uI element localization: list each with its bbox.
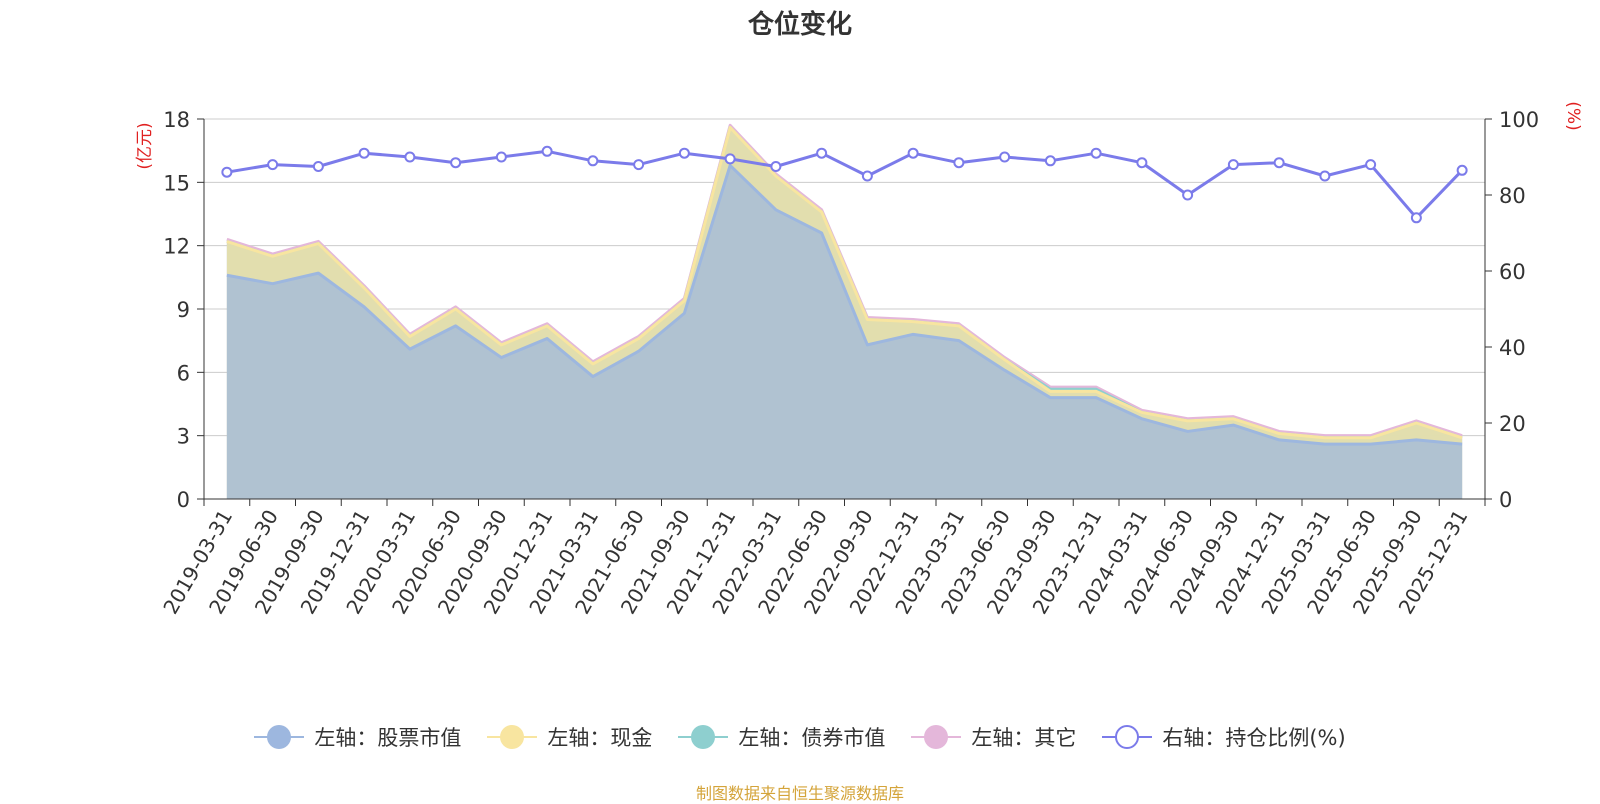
left-tick-label: 6	[177, 361, 190, 385]
ratio-point	[953, 157, 965, 169]
legend-circle-icon	[254, 725, 305, 749]
ratio-point	[312, 161, 324, 172]
ratio-point	[358, 147, 370, 159]
ratio-point	[1182, 189, 1194, 201]
chart-title: 仓位变化	[747, 10, 852, 40]
legend-ring-icon	[1102, 725, 1153, 749]
ratio-point	[816, 147, 828, 159]
ratio-point	[541, 145, 553, 157]
area-fill	[226, 165, 1463, 499]
ratio-line	[226, 149, 1464, 220]
right-axis-unit: (%)	[1563, 101, 1583, 130]
ratio-point	[678, 147, 690, 159]
left-tick-label: 3	[177, 425, 190, 449]
area-line	[226, 125, 1463, 440]
legend-item-ratio[interactable]: 右轴：持仓比例(%)	[1102, 722, 1346, 752]
legend-circle-icon	[487, 725, 538, 749]
right-tick-label: 100	[1499, 108, 1539, 132]
left-tick-label: 18	[163, 108, 190, 132]
legend-label: 左轴：股票市值	[314, 726, 462, 750]
ratio-point	[1456, 164, 1468, 176]
ratio-point	[1044, 155, 1056, 167]
right-tick-label: 20	[1499, 412, 1526, 436]
right-tick-label: 60	[1499, 260, 1526, 284]
legend-label: 左轴：债券市值	[738, 726, 886, 750]
legend-circle-icon	[911, 725, 962, 749]
ratio-point	[861, 170, 873, 182]
ratio-point	[907, 147, 919, 159]
ratio-point	[633, 159, 645, 171]
ratio-point	[450, 157, 462, 169]
ratio-point	[1090, 147, 1102, 159]
ratio-point	[404, 151, 416, 163]
right-tick-label: 40	[1499, 336, 1526, 360]
left-tick-label: 9	[177, 298, 190, 322]
left-tick-label: 0	[177, 488, 190, 512]
legend-label: 左轴：其它	[971, 726, 1077, 750]
right-tick-label: 0	[1499, 488, 1512, 512]
ratio-point	[1136, 157, 1148, 169]
legend-circle-icon	[678, 725, 729, 749]
left-tick-label: 12	[163, 235, 190, 259]
area-line	[226, 163, 1463, 446]
legend-item-cash[interactable]: 左轴：现金	[487, 722, 652, 752]
stacked-areas	[226, 123, 1463, 499]
ratio-point	[1365, 159, 1377, 171]
ratio-point	[1319, 170, 1331, 182]
legend-label: 左轴：现金	[547, 726, 653, 750]
ratio-point	[221, 166, 233, 178]
legend-item-other[interactable]: 左轴：其它	[911, 722, 1076, 752]
left-axis-unit: (亿元)	[135, 122, 155, 169]
legend-item-stock[interactable]: 左轴：股票市值	[254, 722, 461, 752]
ratio-point	[1227, 159, 1239, 171]
legend-label: 右轴：持仓比例(%)	[1162, 726, 1346, 750]
ratio-point	[1410, 212, 1422, 224]
left-tick-label: 15	[163, 171, 190, 195]
ratio-point	[1273, 157, 1285, 169]
legend: 左轴：股票市值 左轴：现金 左轴：债券市值 左轴：其它 右轴：持仓比例(%)	[0, 722, 1600, 752]
ratio-point	[770, 161, 782, 172]
ratio-point	[724, 153, 736, 165]
legend-item-bond[interactable]: 左轴：债券市值	[678, 722, 885, 752]
position-ratio-series	[221, 145, 1468, 224]
ratio-point	[587, 155, 599, 167]
ratio-point	[267, 159, 279, 171]
source-note: 制图数据来自恒生聚源数据库	[695, 784, 904, 803]
ratio-point	[999, 151, 1011, 163]
ratio-point	[495, 151, 507, 163]
right-tick-label: 80	[1499, 184, 1526, 208]
